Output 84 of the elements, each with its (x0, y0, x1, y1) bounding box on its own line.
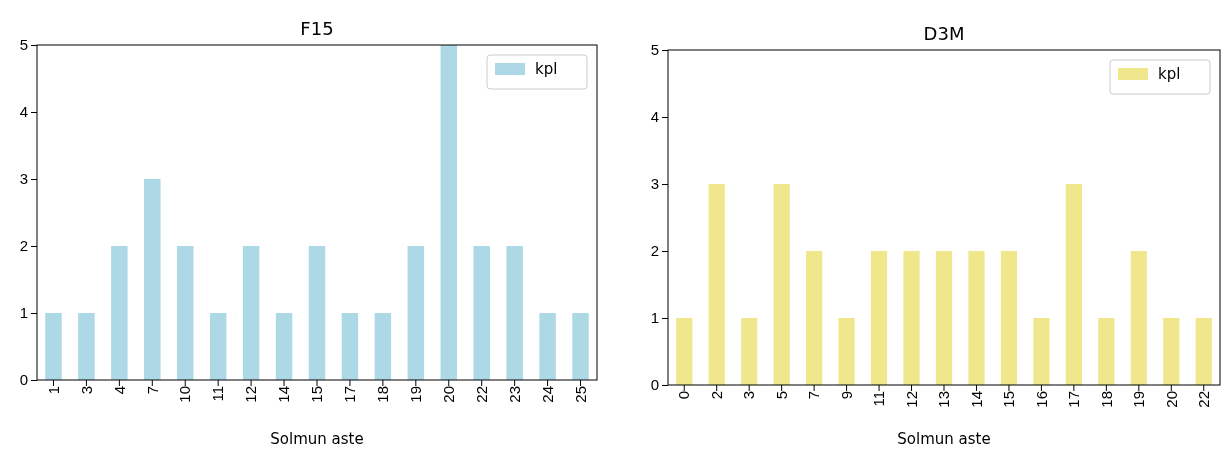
bar (45, 313, 62, 380)
bar (1163, 318, 1180, 385)
bar (903, 251, 920, 385)
bar (341, 313, 359, 380)
x-tick-label: 11 (870, 391, 888, 407)
bar (374, 313, 392, 380)
y-tick-label: 3 (19, 170, 28, 188)
x-tick-label: 20 (1162, 391, 1180, 408)
y-tick-label: 2 (650, 242, 659, 260)
bar (773, 184, 790, 385)
x-tick-label: 19 (1130, 391, 1148, 408)
y-tick-label: 3 (650, 175, 659, 193)
bar (1000, 251, 1018, 385)
legend-label: kpl (1158, 65, 1181, 83)
x-tick-label: 7 (805, 391, 823, 400)
y-tick-label: 2 (19, 237, 28, 255)
bar (473, 246, 490, 380)
bar (968, 251, 985, 385)
x-tick-label: 4 (110, 386, 128, 395)
bar (1098, 318, 1115, 385)
bar (506, 246, 523, 380)
x-tick-label: 0 (675, 391, 693, 400)
bar (935, 251, 953, 385)
bar (676, 318, 693, 385)
bar (1065, 184, 1082, 385)
x-tick-label: 2 (707, 391, 725, 400)
bar (275, 313, 293, 380)
x-tick-label: 3 (740, 391, 758, 400)
bar (144, 179, 161, 380)
x-tick-label: 10 (176, 386, 194, 403)
x-tick-label: 18 (374, 386, 392, 403)
y-tick-label: 5 (19, 36, 28, 54)
bar (741, 318, 758, 385)
bar (708, 184, 725, 385)
bar (111, 246, 128, 380)
x-tick-label: 22 (472, 386, 490, 403)
x-tick-label: 16 (1032, 391, 1050, 408)
x-tick-label: 3 (77, 386, 95, 395)
bar (242, 246, 260, 380)
bar (407, 246, 425, 380)
x-axis-title: Solmun aste (270, 430, 364, 448)
x-tick-label: 14 (967, 391, 985, 408)
bar (177, 246, 194, 380)
x-tick-label: 12 (902, 391, 920, 408)
y-tick-label: 4 (650, 108, 659, 126)
bar (539, 313, 556, 380)
bar (308, 246, 326, 380)
x-tick-label: 7 (143, 386, 161, 395)
x-tick-label: 17 (1065, 391, 1083, 408)
x-tick-label: 15 (308, 386, 326, 403)
x-tick-label: 9 (837, 391, 855, 400)
bar (440, 45, 457, 380)
bar (572, 313, 589, 380)
chart-title: D3M (923, 23, 965, 44)
y-tick-label: 1 (650, 309, 659, 327)
x-tick-label: 17 (341, 386, 359, 403)
x-tick-label: 13 (935, 391, 953, 408)
x-tick-label: 15 (1000, 391, 1018, 408)
bar (1033, 318, 1050, 385)
bar (838, 318, 855, 385)
x-tick-label: 14 (275, 386, 293, 403)
x-tick-label: 24 (538, 386, 556, 403)
x-tick-label: 19 (407, 386, 425, 403)
bar (1130, 251, 1147, 385)
bar (1195, 318, 1212, 385)
x-tick-label: 5 (772, 391, 790, 400)
y-tick-label: 5 (650, 41, 659, 59)
bar (806, 251, 823, 385)
x-tick-label: 12 (242, 386, 260, 403)
bar (209, 313, 227, 380)
y-tick-label: 1 (19, 304, 28, 322)
x-tick-label: 20 (440, 386, 458, 403)
x-tick-label: 18 (1097, 391, 1115, 408)
x-tick-label: 25 (571, 386, 589, 403)
x-tick-label: 11 (209, 386, 227, 402)
chart-title: F15 (300, 18, 334, 39)
legend-label: kpl (535, 60, 558, 78)
bar (870, 251, 888, 385)
x-tick-label: 23 (505, 386, 523, 403)
bar (78, 313, 95, 380)
x-tick-label: 22 (1195, 391, 1213, 408)
x-axis-title: Solmun aste (897, 430, 991, 448)
y-tick-label: 4 (19, 103, 28, 121)
x-tick-label: 1 (44, 386, 62, 395)
